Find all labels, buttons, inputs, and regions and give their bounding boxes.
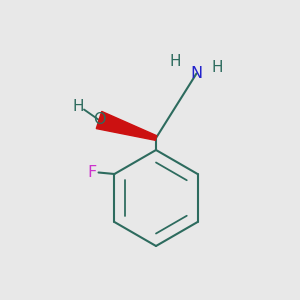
Text: N: N [190,66,202,81]
Text: H: H [212,60,223,75]
Text: H: H [72,99,84,114]
Text: F: F [87,165,97,180]
Text: O: O [93,112,105,128]
Polygon shape [96,111,157,140]
Text: H: H [170,54,181,69]
